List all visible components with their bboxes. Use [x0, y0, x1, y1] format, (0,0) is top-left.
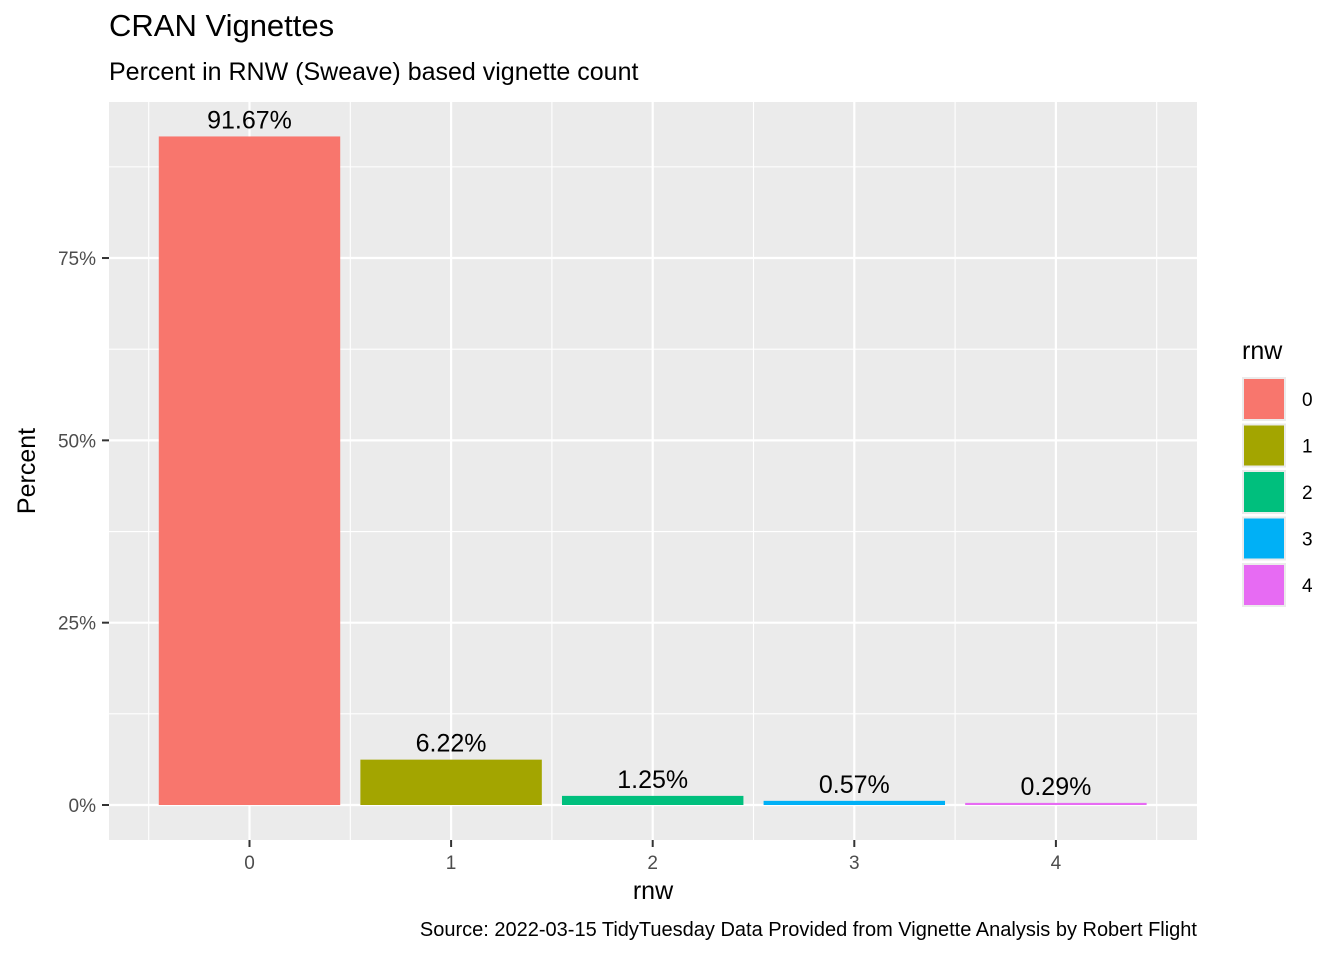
x-tick-label: 1 — [446, 853, 457, 874]
x-tick-label: 4 — [1051, 853, 1062, 874]
y-tick-label: 50% — [58, 431, 96, 452]
bar-2 — [561, 795, 744, 805]
bar-1 — [360, 759, 542, 805]
data-label-3: 0.57% — [819, 771, 890, 799]
x-axis-title: rnw — [633, 877, 674, 905]
legend-key-1 — [1244, 425, 1284, 466]
x-tick-label: 2 — [647, 853, 658, 874]
bar-0 — [158, 136, 341, 805]
legend-key-0 — [1244, 379, 1284, 419]
y-axis-title: Percent — [13, 428, 41, 514]
data-label-1: 6.22% — [416, 730, 487, 758]
data-label-2: 1.25% — [617, 766, 688, 794]
data-label-4: 0.29% — [1020, 773, 1091, 801]
bar-3 — [763, 800, 946, 805]
y-tick-label: 75% — [58, 249, 96, 270]
legend-key-2 — [1244, 472, 1284, 512]
legend-key-3 — [1244, 518, 1284, 559]
legend-label-0: 0 — [1302, 390, 1313, 411]
chart-subtitle: Percent in RNW (Sweave) based vignette c… — [109, 58, 639, 86]
legend-key-4 — [1244, 565, 1284, 605]
x-tick-label: 3 — [849, 853, 860, 874]
legend-label-1: 1 — [1302, 437, 1313, 458]
chart-caption: Source: 2022-03-15 TidyTuesday Data Prov… — [419, 919, 1197, 941]
y-tick-label: 25% — [58, 614, 96, 635]
legend-title: rnw — [1242, 337, 1283, 365]
legend-label-3: 3 — [1302, 530, 1313, 551]
data-label-0: 91.67% — [207, 106, 292, 134]
y-tick-label: 0% — [69, 796, 97, 817]
bar-4 — [965, 802, 1147, 805]
chart-title: CRAN Vignettes — [109, 8, 335, 43]
legend-label-2: 2 — [1302, 483, 1313, 504]
legend-label-4: 4 — [1302, 576, 1313, 597]
x-tick-label: 0 — [244, 853, 255, 874]
